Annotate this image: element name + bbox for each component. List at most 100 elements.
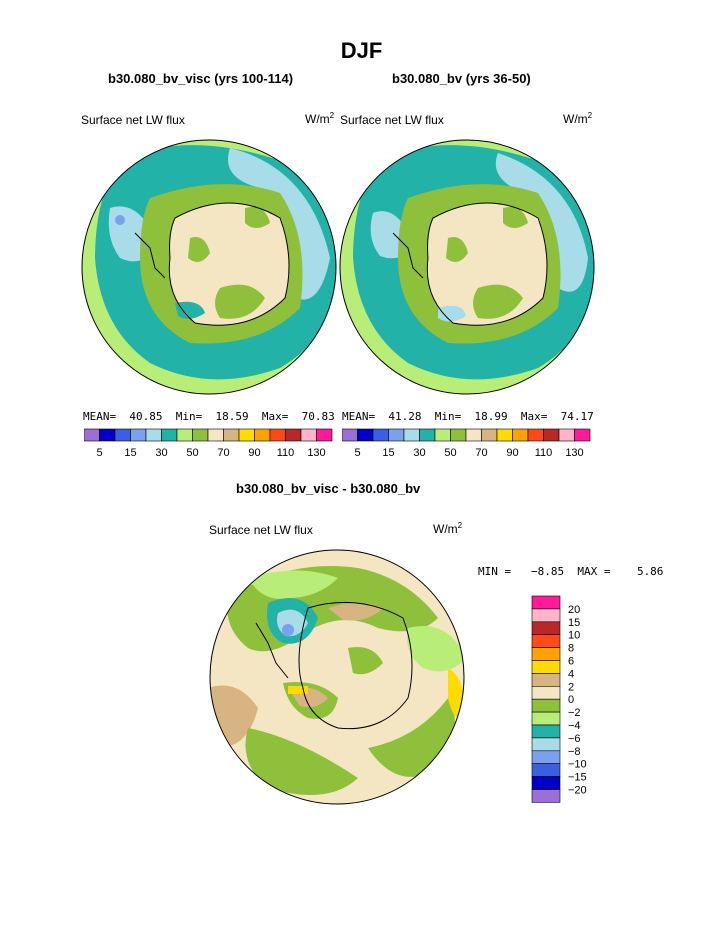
diff-colorbar-tick-label: −15 [568,772,587,784]
right-colorbar-swatch [357,428,374,442]
left-min-value: 18.59 [215,410,249,423]
diff-colorbar-tick-label: 6 [568,656,574,668]
left-case-title: b30.080_bv_visc (yrs 100-114) [108,71,294,86]
page-title: DJF [340,38,383,63]
left-colorbar-swatch [269,428,286,442]
left-colorbar-tick-label: 70 [217,447,229,459]
diff-colorbar-swatch [531,634,561,648]
right-colorbar-tick-label: 70 [475,447,487,459]
right-colorbar-swatch [574,428,591,442]
left-colorbar-swatch [161,428,178,442]
diff-colorbar-swatch [531,621,561,635]
right-colorbar: 5 15 30 50 70 90 110 130 [342,428,591,459]
left-colorbar-tick-label: 130 [307,447,325,459]
left-field-label: Surface net LW flux [81,113,185,127]
right-colorbar-swatch [342,428,358,442]
right-colorbar-swatch [403,428,420,442]
diff-colorbar-swatch [531,608,561,623]
diff-colorbar-tick-label: −4 [568,720,581,732]
left-min-label: Min= [175,410,203,423]
left-mean-label: MEAN= [83,410,117,423]
diff-colorbar-swatch [531,698,561,713]
right-min-label: Min= [434,410,462,423]
right-colorbar-swatch [450,428,467,442]
right-colorbar-swatch [496,428,513,442]
left-polar-map [81,139,337,395]
diff-colorbar-swatch [531,750,561,765]
left-mean-value: 40.85 [129,410,163,423]
right-min-value: 18.99 [474,410,508,423]
right-mean-label: MEAN= [342,410,376,423]
left-colorbar-swatch [192,428,209,442]
diff-colorbar-tick-label: 20 [568,604,580,616]
right-case-title: b30.080_bv (yrs 36-50) [392,71,531,86]
left-colorbar: 5 15 30 50 70 90 110 130 [84,428,333,459]
right-max-label: Max= [520,410,548,423]
right-colorbar-swatch [388,428,405,442]
left-colorbar-swatch [238,428,255,442]
diff-colorbar-tick-label: −20 [568,785,587,797]
right-colorbar-swatch [465,428,482,442]
right-mean-value: 41.28 [388,410,422,423]
diff-colorbar-swatch [531,789,561,803]
right-max-value: 74.17 [560,410,594,423]
right-colorbar-tick-label: 15 [382,447,394,459]
diff-polar-map [209,549,465,805]
diff-colorbar-tick-label: 4 [568,668,574,680]
right-colorbar-tick-label: 30 [413,447,425,459]
left-colorbar-swatch [254,428,271,442]
right-colorbar-tick-label: 130 [565,447,583,459]
right-colorbar-tick-label: 90 [506,447,518,459]
diff-colorbar-swatch [531,763,561,777]
diff-colorbar-tick-label: −8 [568,746,581,758]
right-colorbar-swatch [419,428,436,442]
left-colorbar-tick-label: 90 [248,447,260,459]
left-colorbar-swatch [207,428,224,442]
diff-colorbar-tick-label: 10 [568,630,580,642]
left-colorbar-tick-label: 110 [277,447,295,459]
right-colorbar-swatch [372,428,389,442]
diff-colorbar-tick-label: 2 [568,681,574,693]
right-units-base: W/m [563,112,588,126]
diff-colorbar-swatch [531,724,561,739]
right-colorbar-tick-label: 5 [354,447,360,459]
diff-minmax: MIN = −8.85 MAX = 5.86 [478,565,664,578]
left-colorbar-swatch [145,428,162,442]
diff-units-base: W/m [433,522,458,536]
right-units-exp: 2 [587,111,593,120]
right-colorbar-tick-label: 50 [444,447,456,459]
diff-units-label: W/m2 [433,521,462,536]
left-max-value: 70.83 [301,410,335,423]
left-colorbar-swatch [84,428,100,442]
left-max-label: Max= [261,410,289,423]
left-colorbar-swatch [300,428,317,442]
diff-colorbar-tick-label: −2 [568,707,581,719]
diff-colorbar-tick-label: −6 [568,733,581,745]
diff-colorbar-swatch [531,686,561,700]
diff-colorbar-tick-label: 8 [568,643,574,655]
left-colorbar-tick-label: 50 [186,447,198,459]
right-colorbar-swatch [527,428,544,442]
diff-colorbar-swatch [531,776,561,790]
left-colorbar-swatch [285,428,302,442]
left-colorbar-swatch [176,428,193,442]
right-colorbar-swatch [481,428,498,442]
diff-colorbar-swatch [531,711,561,726]
right-colorbar-swatch [434,428,451,442]
diff-colorbar-tick-label: 0 [568,694,574,706]
right-colorbar-swatch [543,428,560,442]
right-units-label: W/m2 [563,111,592,126]
right-stats: MEAN= 41.28 Min= 18.99 Max= 74.17 [342,410,594,423]
left-colorbar-tick-label: 5 [96,447,102,459]
left-units-base: W/m [305,112,330,126]
diff-colorbar-tick-label: 15 [568,617,580,629]
right-colorbar-swatch [558,428,575,442]
left-colorbar-swatch [99,428,116,442]
left-stats: MEAN= 40.85 Min= 18.59 Max= 70.83 [83,410,335,423]
diff-colorbar-tick-label: −10 [568,759,587,771]
right-field-label: Surface net LW flux [340,113,444,127]
left-colorbar-swatch [130,428,147,442]
right-polar-map [339,139,595,395]
right-colorbar-swatch [512,428,529,442]
